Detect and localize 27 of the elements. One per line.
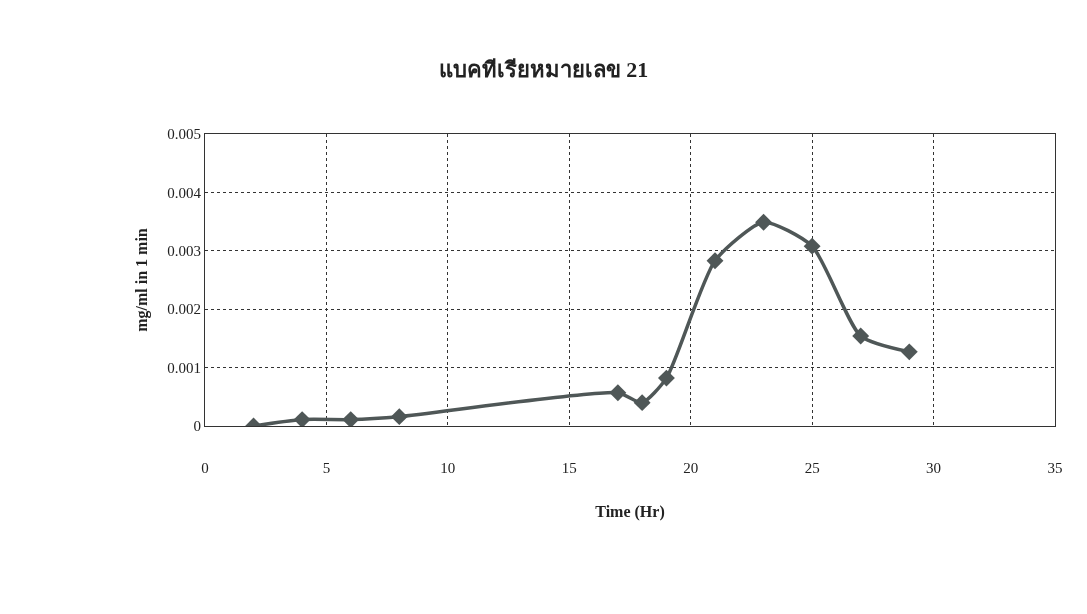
point xyxy=(633,394,651,412)
point xyxy=(852,327,870,345)
y-tick-label: 0.001 xyxy=(167,359,201,376)
point xyxy=(390,408,408,426)
point xyxy=(293,411,311,426)
x-axis-title: Time (Hr) xyxy=(595,502,665,521)
point xyxy=(900,343,918,361)
x-tick-label: 25 xyxy=(804,460,820,476)
y-tick-label: 0.002 xyxy=(167,301,201,318)
x-tick-label: 30 xyxy=(926,460,942,476)
y-tick-label: 0.003 xyxy=(167,243,201,260)
point xyxy=(755,213,773,231)
y-tick-label: 0 xyxy=(193,418,201,435)
x-tick-label: 15 xyxy=(561,460,577,476)
y-tick-label: 0.004 xyxy=(167,184,202,201)
point xyxy=(657,369,675,387)
x-tick-label: 35 xyxy=(1047,460,1063,476)
chart-title: แบคทีเรียหมายเลข 21 xyxy=(438,56,649,82)
point xyxy=(342,411,360,426)
y-axis-title: mg/ml in 1 min xyxy=(133,228,152,332)
x-tick-label: 20 xyxy=(683,460,699,476)
x-tick-label: 5 xyxy=(322,460,331,476)
x-tick-label: 10 xyxy=(440,460,456,476)
point xyxy=(706,252,724,270)
y-tick-label: 0.005 xyxy=(167,126,201,143)
point xyxy=(609,384,627,402)
point xyxy=(803,237,821,255)
